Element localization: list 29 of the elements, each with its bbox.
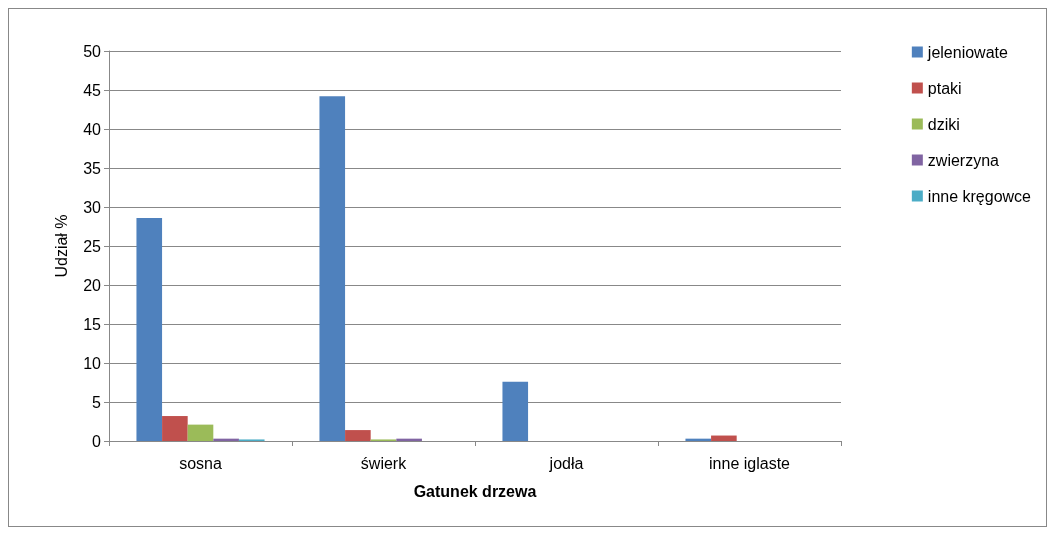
y-tick-label: 20 — [83, 276, 102, 294]
y-tick-label: 35 — [83, 159, 102, 177]
y-tick-label: 25 — [83, 237, 102, 255]
bar — [319, 96, 346, 441]
bar — [136, 217, 163, 441]
y-tick-label: 45 — [83, 81, 102, 99]
x-tick-label: świerk — [360, 454, 408, 472]
x-tick-label: inne iglaste — [709, 454, 791, 472]
y-tick-label: 40 — [83, 120, 102, 138]
bar — [162, 416, 188, 441]
bar — [502, 381, 529, 441]
y-tick-label: 10 — [83, 354, 102, 372]
legend-label: ptaki — [927, 79, 962, 97]
x-tick-label: jodła — [548, 454, 584, 472]
legend-label: dziki — [927, 115, 960, 133]
legend-label: inne kręgowce — [927, 187, 1032, 205]
x-tick-label: sosna — [179, 454, 222, 472]
bar — [345, 430, 371, 441]
y-tick-label: 15 — [83, 315, 102, 333]
bar — [187, 424, 214, 441]
y-tick-label: 5 — [92, 393, 102, 411]
y-axis-title: Udział % — [52, 214, 70, 278]
bar — [711, 435, 737, 441]
y-tick-label: 50 — [83, 42, 102, 60]
legend-label: jeleniowate — [926, 43, 1008, 61]
legend-label: zwierzyna — [927, 151, 1000, 169]
x-axis-title: Gatunek drzewa — [413, 482, 537, 500]
y-tick-label: 0 — [92, 432, 102, 450]
y-tick-label: 30 — [83, 198, 102, 216]
